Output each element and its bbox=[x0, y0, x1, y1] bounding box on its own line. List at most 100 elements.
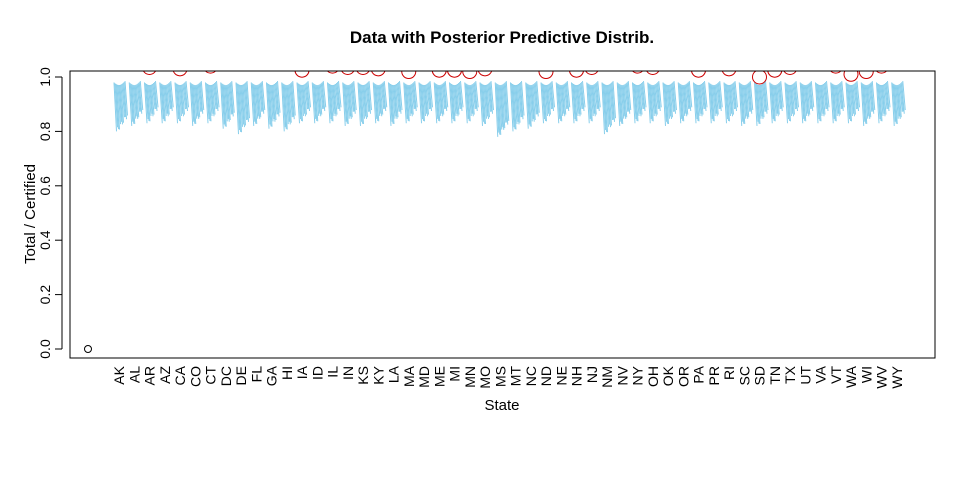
posterior-fan-wv bbox=[876, 81, 891, 124]
posterior-line bbox=[130, 83, 135, 124]
posterior-line bbox=[867, 84, 872, 118]
posterior-line bbox=[394, 84, 398, 119]
x-tick-label-hi: HI bbox=[279, 366, 295, 380]
posterior-line bbox=[619, 84, 624, 125]
x-tick-label-il: IL bbox=[325, 366, 341, 378]
posterior-line bbox=[652, 85, 656, 114]
posterior-line bbox=[210, 85, 214, 114]
posterior-line bbox=[244, 83, 248, 120]
posterior-line bbox=[610, 83, 614, 120]
posterior-line bbox=[679, 83, 684, 122]
observed-point bbox=[691, 71, 706, 78]
posterior-line bbox=[364, 84, 368, 118]
posterior-line bbox=[136, 83, 141, 112]
posterior-fan-la bbox=[388, 81, 403, 126]
posterior-line bbox=[791, 84, 795, 115]
posterior-line bbox=[139, 81, 144, 111]
x-tick-label-la: LA bbox=[386, 365, 402, 383]
posterior-line bbox=[556, 83, 561, 120]
posterior-line bbox=[648, 83, 652, 120]
posterior-line bbox=[368, 81, 372, 111]
posterior-line bbox=[885, 83, 889, 109]
posterior-line bbox=[879, 84, 883, 122]
x-tick-label-mn: MN bbox=[462, 366, 478, 388]
posterior-line bbox=[414, 81, 418, 108]
posterior-line bbox=[654, 84, 658, 115]
posterior-fan-ga bbox=[266, 81, 281, 129]
posterior-line bbox=[541, 83, 545, 120]
posterior-line bbox=[534, 83, 538, 115]
posterior-line bbox=[510, 82, 514, 132]
posterior-line bbox=[413, 82, 417, 112]
posterior-line bbox=[260, 82, 265, 114]
posterior-line bbox=[744, 84, 749, 119]
posterior-line bbox=[169, 82, 173, 112]
observed-point bbox=[431, 71, 447, 78]
posterior-fan-hi bbox=[281, 81, 296, 132]
posterior-line bbox=[435, 83, 440, 122]
x-axis-label: State bbox=[484, 397, 519, 414]
posterior-line bbox=[764, 82, 768, 114]
posterior-line bbox=[458, 83, 462, 109]
posterior-fan-az bbox=[159, 81, 174, 124]
posterior-fan-ut bbox=[799, 81, 815, 124]
posterior-line bbox=[150, 84, 154, 117]
posterior-line bbox=[658, 81, 662, 108]
posterior-line bbox=[620, 84, 625, 119]
posterior-line bbox=[808, 83, 813, 109]
posterior-line bbox=[547, 84, 551, 115]
posterior-line bbox=[562, 84, 567, 115]
posterior-line bbox=[315, 84, 320, 117]
posterior-line bbox=[406, 84, 410, 122]
posterior-line bbox=[526, 83, 530, 125]
posterior-line bbox=[602, 83, 606, 130]
posterior-line bbox=[557, 83, 562, 122]
posterior-line bbox=[124, 81, 128, 116]
posterior-line bbox=[464, 82, 468, 124]
observed-point bbox=[569, 71, 584, 78]
posterior-line bbox=[154, 82, 158, 112]
posterior-line bbox=[806, 84, 811, 115]
posterior-line bbox=[779, 82, 783, 112]
posterior-line bbox=[851, 84, 855, 117]
y-axis-label: Total / Certified bbox=[22, 164, 39, 264]
observed-point bbox=[294, 71, 310, 78]
x-tick-label-ok: OK bbox=[660, 365, 676, 386]
posterior-fan-il bbox=[327, 81, 342, 124]
posterior-line bbox=[591, 85, 595, 114]
posterior-line bbox=[164, 85, 168, 114]
posterior-line bbox=[116, 84, 120, 130]
posterior-line bbox=[578, 84, 582, 115]
posterior-fan-ks bbox=[357, 81, 372, 126]
posterior-line bbox=[429, 81, 433, 108]
posterior-line bbox=[388, 82, 392, 126]
posterior-line bbox=[441, 83, 446, 110]
posterior-line bbox=[664, 83, 668, 124]
posterior-line bbox=[362, 85, 366, 117]
x-tick-label-ri: RI bbox=[721, 366, 737, 380]
posterior-line bbox=[444, 81, 449, 108]
posterior-line bbox=[709, 83, 713, 120]
posterior-line bbox=[365, 83, 369, 112]
chart-title: Data with Posterior Predictive Distrib. bbox=[350, 28, 654, 47]
posterior-line bbox=[655, 83, 659, 110]
posterior-line bbox=[883, 84, 887, 115]
posterior-line bbox=[155, 81, 159, 108]
posterior-line bbox=[865, 85, 870, 117]
posterior-line bbox=[551, 81, 555, 108]
observed-point bbox=[767, 71, 783, 78]
posterior-line bbox=[608, 84, 612, 126]
x-tick-label-ny: NY bbox=[630, 365, 646, 385]
posterior-line bbox=[246, 81, 250, 119]
posterior-line bbox=[518, 83, 522, 118]
posterior-line bbox=[175, 83, 179, 120]
posterior-line bbox=[807, 83, 812, 110]
posterior-line bbox=[494, 82, 499, 137]
posterior-line bbox=[460, 81, 464, 108]
posterior-line bbox=[697, 84, 701, 117]
posterior-line bbox=[704, 81, 708, 108]
posterior-line bbox=[634, 83, 638, 122]
posterior-line bbox=[343, 83, 347, 122]
posterior-line bbox=[209, 84, 213, 117]
posterior-line bbox=[376, 84, 381, 117]
